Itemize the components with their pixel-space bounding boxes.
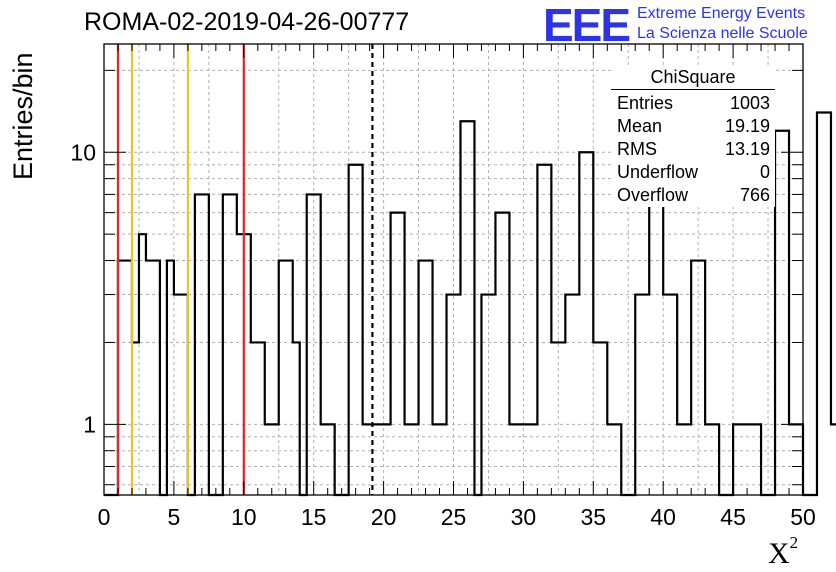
x-tick-label: 35 xyxy=(581,504,607,530)
x-tick-label: 30 xyxy=(511,504,537,530)
histogram-bin xyxy=(454,295,461,495)
run-title: ROMA-02-2019-04-26-00777 xyxy=(84,8,410,36)
y-axis-label: Entries/bin xyxy=(8,52,38,180)
logo-line-2: La Scienza nelle Scuole xyxy=(637,25,808,42)
x-axis-label: X2 xyxy=(768,533,799,570)
histogram-bin xyxy=(251,342,258,495)
histogram-bin xyxy=(558,342,565,495)
stats-title: ChiSquare xyxy=(611,67,775,90)
x-tick-label: 10 xyxy=(231,504,257,530)
x-tick-label: 45 xyxy=(720,504,746,530)
histogram-bin xyxy=(642,295,649,495)
histogram-bin xyxy=(488,295,495,495)
y-tick-label: 1 xyxy=(83,411,96,437)
histogram-bin xyxy=(831,424,836,495)
stats-box: ChiSquare Entries 1003 Mean 19.19 RMS 13.19… xyxy=(611,67,775,207)
x-tick-label: 40 xyxy=(650,504,676,530)
histogram-bin xyxy=(551,342,558,495)
x-tick-label: 0 xyxy=(98,504,111,530)
x-tick-label: 25 xyxy=(441,504,467,530)
stats-row-overflow: Overflow 766 xyxy=(617,185,770,205)
x-tick-label: 15 xyxy=(301,504,327,530)
histogram-bin xyxy=(230,194,237,495)
histogram-bin xyxy=(146,261,153,495)
x-tick-label: 20 xyxy=(371,504,397,530)
histogram-bin xyxy=(572,295,579,495)
stats-row-underflow: Underflow 0 xyxy=(617,162,770,182)
stats-row-mean: Mean 19.19 xyxy=(617,116,770,136)
histogram-bin xyxy=(593,342,600,495)
histogram-outline xyxy=(104,111,836,497)
histogram-bin xyxy=(174,295,181,495)
x-tick-label: 50 xyxy=(790,504,816,530)
histogram-bin xyxy=(663,295,670,495)
stats-row-entries: Entries 1003 xyxy=(617,93,770,113)
stats-row-rms: RMS 13.19 xyxy=(617,139,770,159)
eee-logo: EEE xyxy=(543,0,631,51)
logo-line-1: Extreme Energy Events xyxy=(637,5,806,22)
x-tick-label: 5 xyxy=(168,504,181,530)
y-tick-label: 10 xyxy=(70,139,96,165)
